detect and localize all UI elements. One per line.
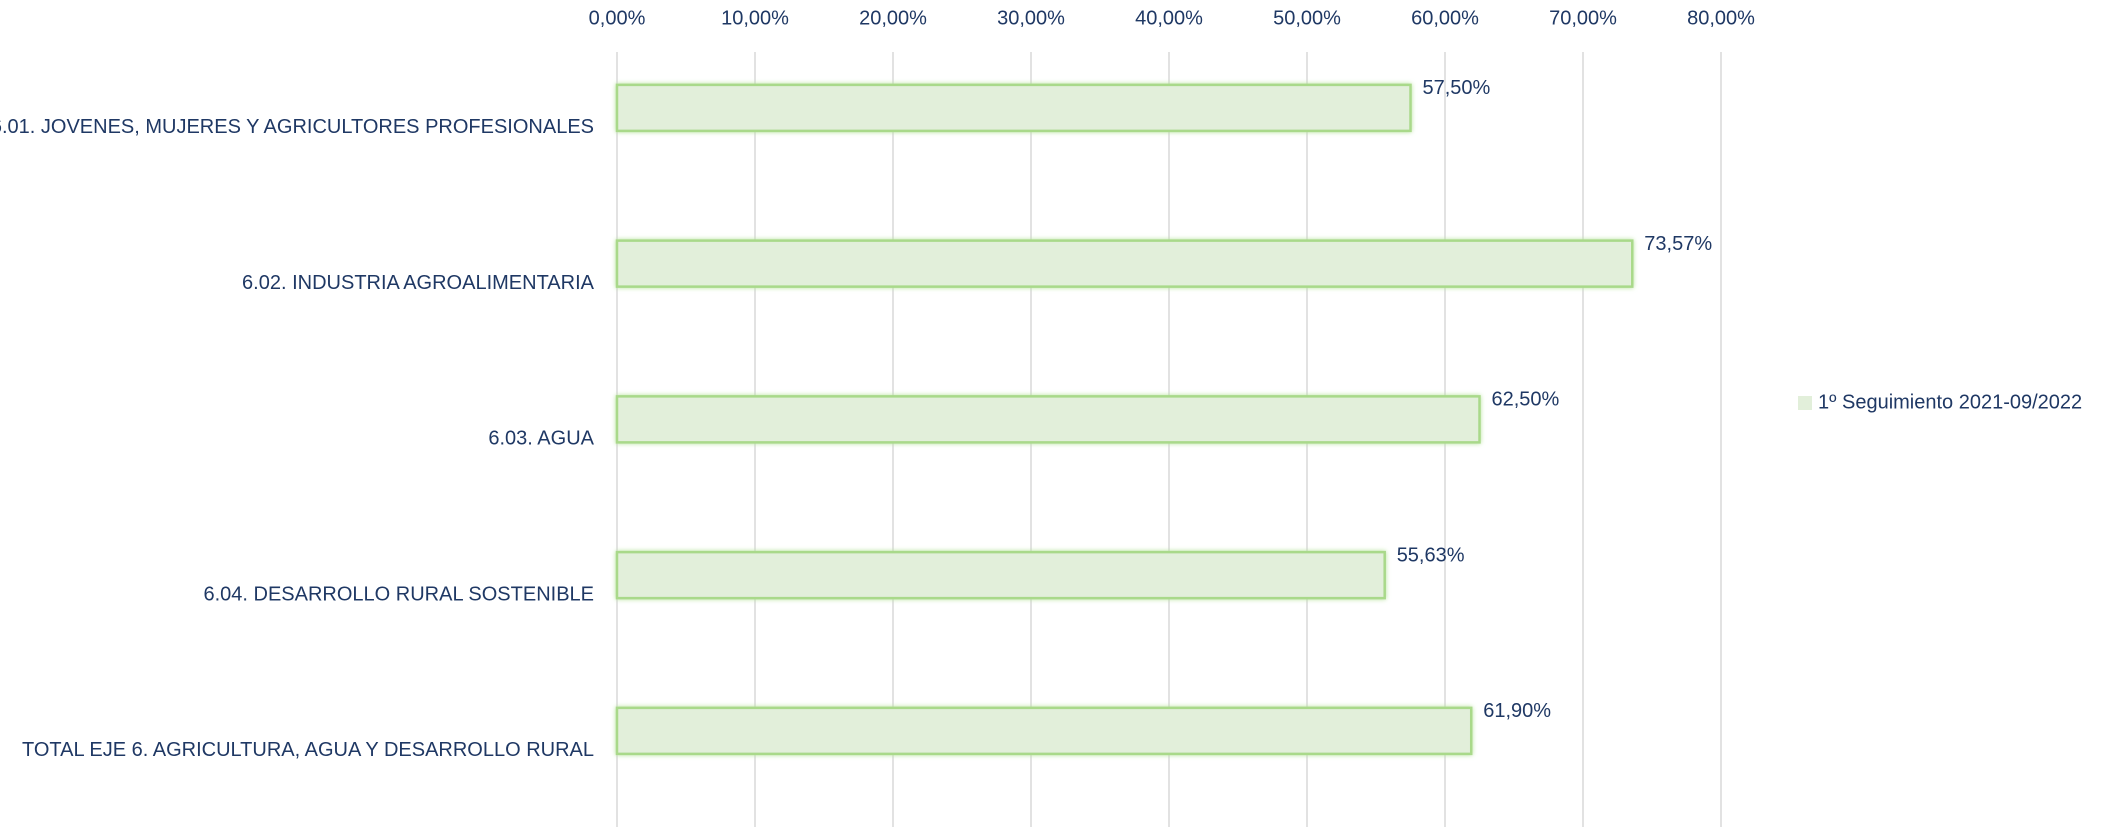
x-tick-label: 50,00%	[1273, 7, 1341, 29]
data-label: 55,63%	[1397, 544, 1465, 566]
data-label: 57,50%	[1423, 77, 1491, 99]
x-tick-label: 70,00%	[1549, 7, 1617, 29]
bar	[615, 239, 1634, 288]
data-label: 73,57%	[1644, 233, 1712, 255]
legend-swatch	[1798, 396, 1812, 410]
data-label: 61,90%	[1483, 700, 1551, 722]
bar	[615, 83, 1412, 133]
y-tick-label: 6.03. AGUA	[488, 428, 594, 450]
x-tick-label: 40,00%	[1135, 7, 1203, 29]
x-tick-label: 30,00%	[997, 7, 1065, 29]
y-tick-label: 6.02. INDUSTRIA AGROALIMENTARIA	[242, 272, 595, 294]
bar	[615, 395, 1481, 444]
bar	[615, 550, 1386, 600]
x-tick-label: 80,00%	[1687, 7, 1755, 29]
y-tick-label: 6.01. JOVENES, MUJERES Y AGRICULTORES PR…	[0, 116, 594, 138]
x-tick-label: 20,00%	[859, 7, 927, 29]
bar	[615, 706, 1473, 756]
x-tick-label: 0,00%	[589, 7, 646, 29]
x-tick-label: 10,00%	[721, 7, 789, 29]
legend-label: 1º Seguimiento 2021-09/2022	[1818, 391, 2082, 413]
y-tick-label: 6.04. DESARROLLO RURAL SOSTENIBLE	[203, 583, 594, 605]
data-label: 62,50%	[1492, 389, 1560, 411]
y-tick-label: TOTAL EJE 6. AGRICULTURA, AGUA Y DESARRO…	[22, 739, 594, 761]
x-tick-label: 60,00%	[1411, 7, 1479, 29]
